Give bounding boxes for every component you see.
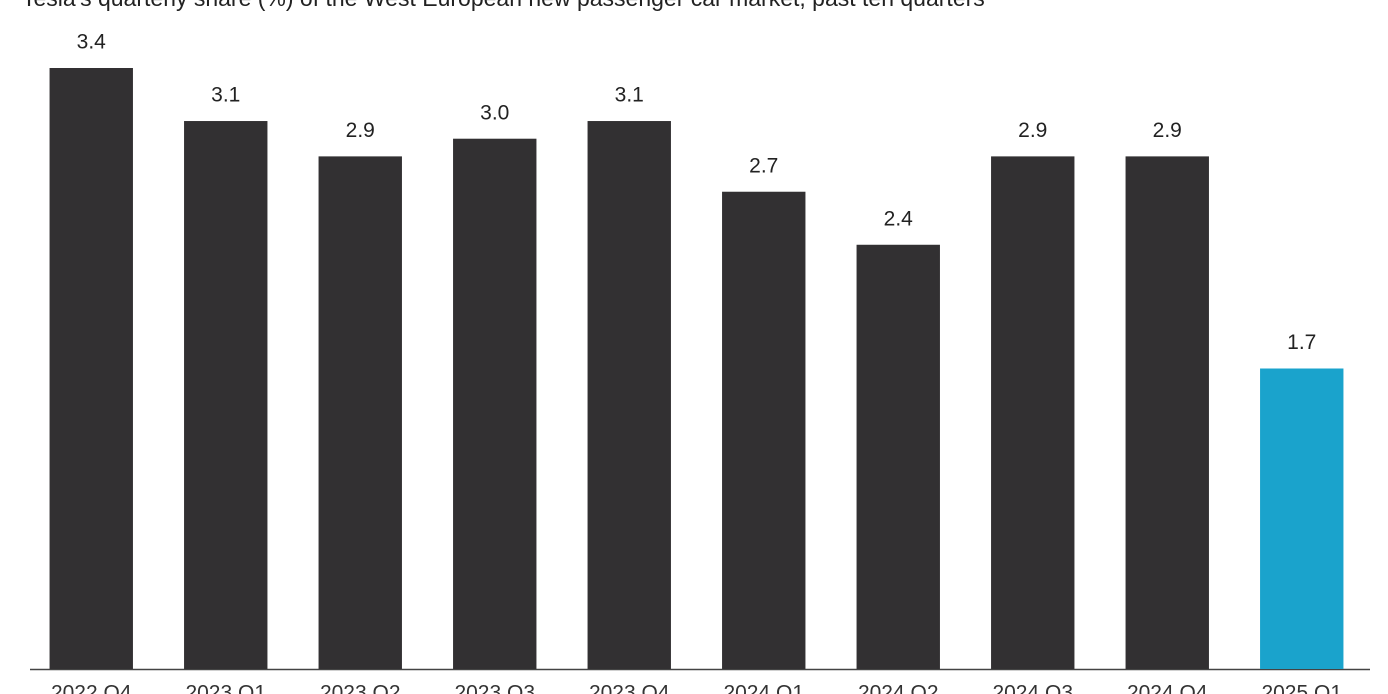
x-tick-label: 2023 Q1 <box>185 682 266 694</box>
x-tick-label: 2023 Q3 <box>454 682 535 694</box>
x-tick-label: 2023 Q2 <box>320 682 401 694</box>
bar <box>991 156 1075 670</box>
x-tick-label: 2023 Q4 <box>589 682 670 694</box>
x-tick-label: 2024 Q2 <box>858 682 939 694</box>
value-label: 2.9 <box>1018 119 1047 142</box>
x-tick-label: 2024 Q3 <box>992 682 1073 694</box>
chart-title: Tesla's quarterly share (%) of the West … <box>22 0 985 11</box>
bar <box>587 121 671 669</box>
bar <box>1260 368 1344 669</box>
value-label: 3.0 <box>480 101 509 124</box>
x-tick-label: 2024 Q1 <box>723 682 804 694</box>
bar <box>1125 156 1209 670</box>
bar <box>453 138 537 670</box>
x-tick-label: 2025 Q1 <box>1261 682 1342 694</box>
value-label: 3.1 <box>615 84 644 107</box>
value-label: 2.7 <box>749 154 778 177</box>
value-label: 2.4 <box>884 207 914 230</box>
bar <box>318 156 402 670</box>
value-label: 3.1 <box>211 84 240 107</box>
x-tick-label: 2024 Q4 <box>1127 682 1208 694</box>
value-label: 3.4 <box>77 31 107 54</box>
bar <box>184 121 268 669</box>
value-label: 2.9 <box>346 119 375 142</box>
value-label: 2.9 <box>1153 119 1182 142</box>
bar <box>856 244 940 669</box>
bar <box>49 68 133 669</box>
x-tick-label: 2022 Q4 <box>51 682 132 694</box>
bar <box>722 191 806 669</box>
value-label: 1.7 <box>1287 331 1316 354</box>
